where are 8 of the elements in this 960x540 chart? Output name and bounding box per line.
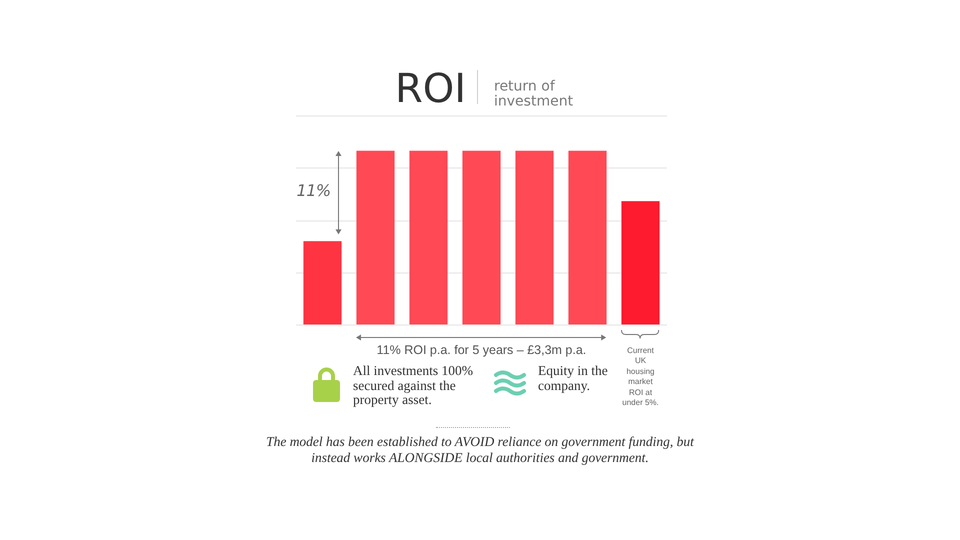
text: Current UK housing market ROI at under 5%.	[622, 346, 660, 408]
text: 11% ROI p.a. for 5 years – £3,3m p.a.	[376, 342, 588, 358]
annotation: 11%	[296, 180, 331, 202]
chart-subtitle: return of investment	[494, 78, 574, 110]
text: The model has been established to AVOID reliance on government funding, but instead works ALONGSIDE local authorities and government.	[265, 434, 695, 466]
text: Equity in the company.	[538, 363, 609, 393]
chart-title: ROI	[395, 66, 466, 112]
text: All investments 100% secured against the property asset.	[353, 363, 474, 408]
